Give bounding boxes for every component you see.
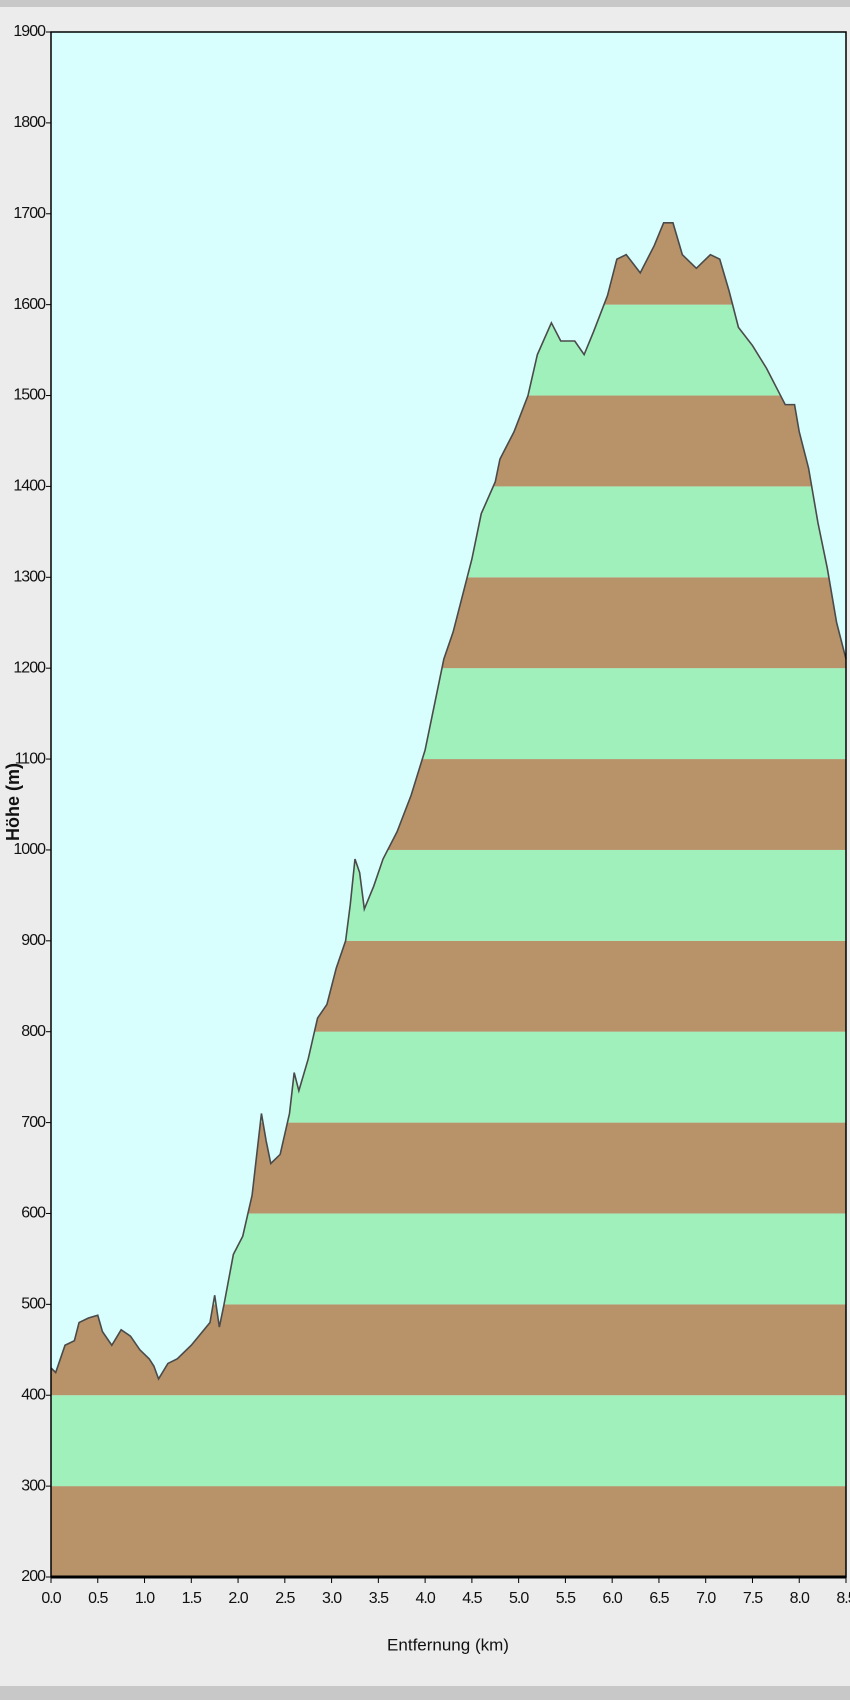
y-axis-title: Höhe (m) (3, 763, 23, 841)
x-tick-label: 6.5 (649, 1590, 669, 1607)
y-tick-label: 400 (21, 1386, 46, 1403)
x-tick-label: 3.0 (322, 1590, 342, 1607)
y-tick-label: 1900 (13, 23, 46, 40)
x-axis-title: Entfernung (km) (387, 1635, 509, 1654)
y-tick-label: 800 (21, 1023, 46, 1040)
x-tick-label: 8.5 (836, 1590, 850, 1607)
x-tick-label: 0.0 (41, 1590, 61, 1607)
x-tick-label: 5.0 (509, 1590, 529, 1607)
x-tick-label: 0.5 (88, 1590, 108, 1607)
x-tick-label: 2.0 (228, 1590, 248, 1607)
y-tick-label: 600 (21, 1205, 46, 1222)
y-tick-label: 1000 (13, 841, 46, 858)
y-tick-label: 1600 (13, 296, 46, 313)
x-tick-label: 3.5 (369, 1590, 389, 1607)
elevation-band (51, 1395, 846, 1487)
y-tick-label: 1200 (13, 659, 46, 676)
y-tick-label: 1800 (13, 114, 46, 131)
y-tick-label: 1500 (13, 387, 46, 404)
y-tick-label: 1700 (13, 205, 46, 222)
y-tick-label: 900 (21, 932, 46, 949)
x-tick-label: 1.5 (182, 1590, 202, 1607)
y-tick-label: 500 (21, 1296, 46, 1313)
window-edge (0, 0, 850, 7)
y-tick-label: 1400 (13, 478, 46, 495)
x-tick-label: 6.0 (603, 1590, 623, 1607)
y-tick-label: 200 (21, 1568, 46, 1585)
profile-line (50, 222, 847, 1381)
x-tick-label: 1.0 (135, 1590, 155, 1607)
x-tick-label: 4.0 (415, 1590, 435, 1607)
x-tick-label: 2.5 (275, 1590, 295, 1607)
y-tick-label: 700 (21, 1114, 46, 1131)
x-tick-label: 7.5 (743, 1590, 763, 1607)
y-tick-label: 300 (21, 1477, 46, 1494)
window-edge (0, 1686, 850, 1700)
y-tick-label: 1100 (15, 750, 47, 767)
x-tick-label: 4.5 (462, 1590, 482, 1607)
y-tick-label: 1300 (13, 569, 46, 586)
x-tick-label: 7.0 (696, 1590, 716, 1607)
x-tick-label: 5.5 (556, 1590, 576, 1607)
elevation-band (51, 1486, 846, 1577)
x-tick-label: 8.0 (790, 1590, 810, 1607)
